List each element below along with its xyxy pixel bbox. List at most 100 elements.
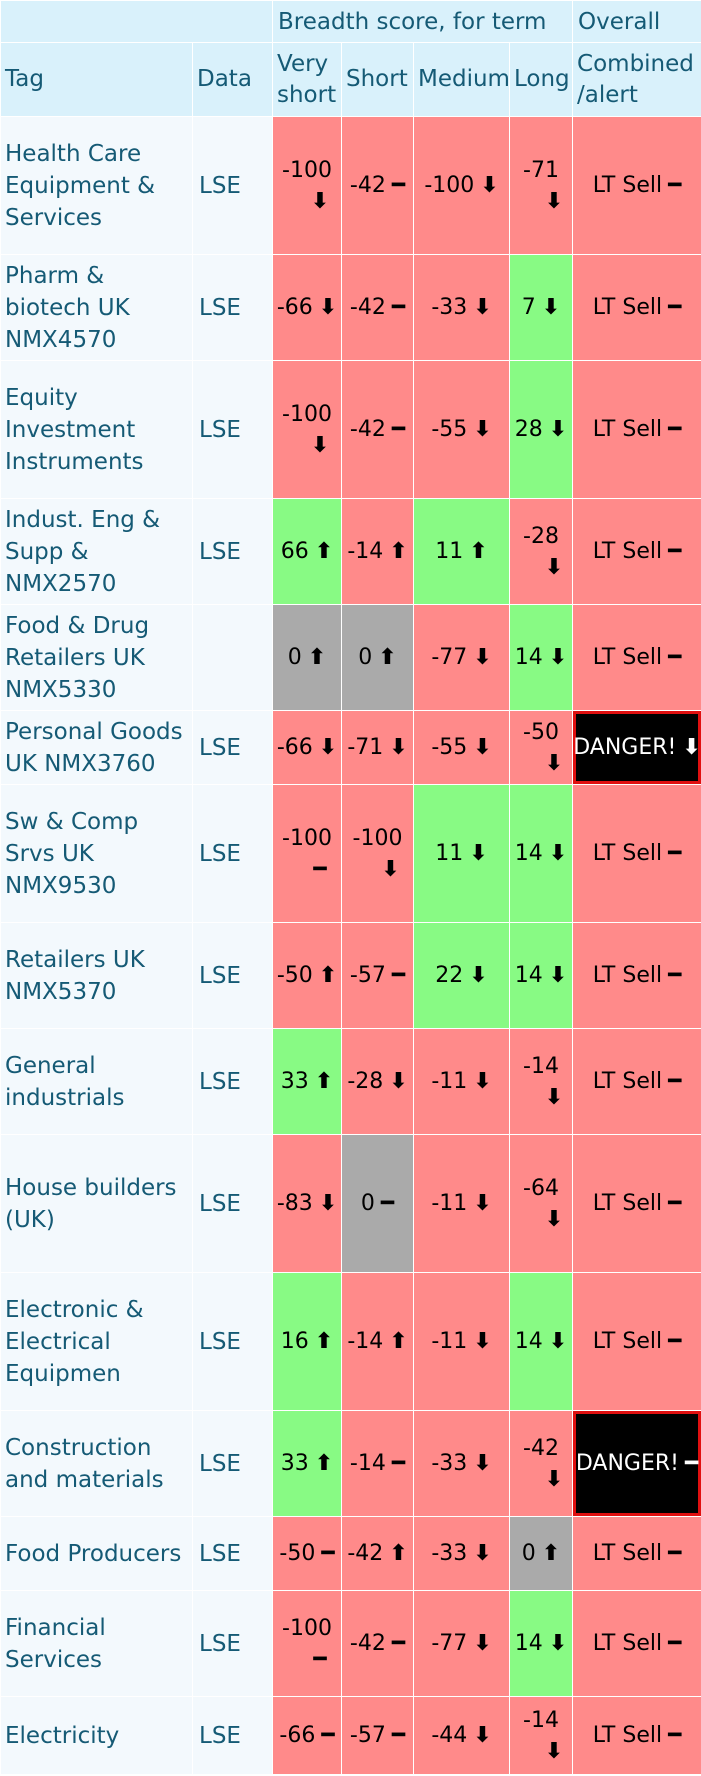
table-row: Pharm & biotech UK NMX4570 LSE -66 ⬇ -42 ━ -33… <box>0 254 701 361</box>
very-short-score: -100 ⬇ <box>272 116 342 255</box>
arrow-down-icon: ⬇ <box>318 735 338 760</box>
very-short-score: -83 ⬇ <box>272 1134 342 1273</box>
overall-status-value: LT Sell <box>592 645 663 670</box>
long-score-value: 14 <box>514 963 543 988</box>
very-short-score-value: 16 <box>280 1329 309 1354</box>
very-short-score-value: -100 <box>282 401 332 427</box>
arrow-up-icon: ⬆ <box>314 1329 334 1354</box>
overall-status: LT Sell ━ <box>572 604 701 711</box>
medium-score-value: 11 <box>435 539 464 564</box>
row-tag: Health Care Equipment & Services <box>0 116 193 255</box>
medium-score: -100 ⬇ <box>413 116 510 255</box>
arrow-up-icon: ⬆ <box>541 1541 561 1566</box>
row-data-source: LSE <box>192 360 273 499</box>
arrow-down-icon: ⬇ <box>473 645 492 670</box>
col-tag-header: Tag <box>0 42 193 117</box>
table-row: Financial Services LSE -100 ━ -42 ━ -77 ⬇ 14 ⬇ LT … <box>0 1590 701 1697</box>
arrow-down-icon: ⬇ <box>318 1191 338 1216</box>
overall-status-value: DANGER! <box>575 1451 679 1476</box>
very-short-score-value: -66 <box>276 735 313 760</box>
very-short-score: -50 ━ <box>272 1516 342 1591</box>
short-score-value: -14 <box>347 1329 384 1354</box>
short-score: -42 ━ <box>341 1590 414 1697</box>
row-tag: House builders (UK) <box>0 1134 193 1273</box>
overall-status-value: LT Sell <box>592 841 663 866</box>
overall-header: Overall <box>572 0 701 43</box>
arrow-down-icon: ⬇ <box>310 432 330 458</box>
very-short-score-value: -66 <box>279 1723 316 1748</box>
very-short-score-value: -50 <box>279 1541 316 1566</box>
arrow-down-icon: ⬇ <box>548 841 568 866</box>
long-score: 14 ⬇ <box>508 784 574 923</box>
arrow-down-icon: ⬇ <box>473 1329 492 1354</box>
overall-status-value: DANGER! <box>573 735 677 760</box>
medium-score-value: -11 <box>431 1329 468 1354</box>
row-tag: Equity Investment Instruments <box>0 360 193 499</box>
dash-icon: ━ <box>391 295 406 320</box>
medium-score: 22 ⬇ <box>413 922 510 1029</box>
medium-score-value: 22 <box>435 963 464 988</box>
row-data-source: LSE <box>192 784 273 923</box>
row-data-source: LSE <box>192 116 273 255</box>
very-short-score: 66 ⬆ <box>272 498 342 605</box>
col-combined-header: Combined /alert <box>572 42 701 117</box>
arrow-down-icon: ⬇ <box>480 173 499 198</box>
header-blank <box>0 0 273 43</box>
short-score: -42 ⬆ <box>341 1516 414 1591</box>
long-score-value: -42 <box>523 1435 559 1461</box>
arrow-down-icon: ⬇ <box>473 1451 492 1476</box>
arrow-down-icon: ⬇ <box>389 1069 408 1094</box>
medium-score: -44 ⬇ <box>413 1696 510 1775</box>
dash-icon: ━ <box>668 539 682 564</box>
long-score-value: -71 <box>523 157 559 183</box>
row-tag: Personal Goods UK NMX3760 <box>0 710 193 785</box>
long-score: -42 ⬇ <box>508 1410 574 1517</box>
arrow-down-icon: ⬇ <box>473 1631 492 1656</box>
short-score: -14 ⬆ <box>341 498 414 605</box>
very-short-score-value: -66 <box>276 295 313 320</box>
dash-icon: ━ <box>668 173 682 198</box>
long-score-value: -28 <box>523 523 559 549</box>
row-data-source: LSE <box>192 1410 273 1517</box>
long-score: -14 ⬇ <box>508 1028 574 1135</box>
dash-icon: ━ <box>668 417 682 442</box>
long-score: -50 ⬇ <box>508 710 574 785</box>
arrow-up-icon: ⬆ <box>314 1069 334 1094</box>
arrow-down-icon: ⬇ <box>682 735 701 760</box>
row-data-source <box>192 604 273 711</box>
arrow-up-icon: ⬆ <box>389 1329 408 1354</box>
short-score-value: -100 <box>352 825 403 851</box>
long-score: -14 ⬇ <box>508 1696 574 1775</box>
very-short-score: -50 ⬆ <box>272 922 342 1029</box>
very-short-score-value: -50 <box>276 963 313 988</box>
arrow-down-icon: ⬇ <box>389 735 408 760</box>
medium-score: -11 ⬇ <box>413 1272 510 1411</box>
overall-status-value: LT Sell <box>592 1191 663 1216</box>
short-score-value: 0 <box>360 1191 375 1216</box>
very-short-score-value: -83 <box>276 1191 313 1216</box>
very-short-score: -100 ━ <box>272 1590 342 1697</box>
overall-status: LT Sell ━ <box>572 116 701 255</box>
medium-score-value: -11 <box>431 1069 468 1094</box>
overall-status-value: LT Sell <box>592 1069 663 1094</box>
table-row: House builders (UK) LSE -83 ⬇ 0 ━ -11 ⬇ -64 ⬇ LT S… <box>0 1134 701 1273</box>
short-score: -28 ⬇ <box>341 1028 414 1135</box>
short-score-value: -42 <box>347 1541 384 1566</box>
dash-icon: ━ <box>313 1646 327 1672</box>
col-long-header: Long <box>508 42 574 117</box>
overall-status: LT Sell ━ <box>572 922 701 1029</box>
short-score: -14 ━ <box>341 1410 414 1517</box>
long-score: -71 ⬇ <box>508 116 574 255</box>
row-tag: Sw & Comp Srvs UK NMX9530 <box>0 784 193 923</box>
dash-icon: ━ <box>668 295 682 320</box>
arrow-down-icon: ⬇ <box>544 554 564 580</box>
row-data-source: LSE <box>192 1272 273 1411</box>
long-score: 14 ⬇ <box>508 604 574 711</box>
arrow-down-icon: ⬇ <box>473 1069 492 1094</box>
overall-status-value: LT Sell <box>592 295 663 320</box>
arrow-down-icon: ⬇ <box>544 1466 564 1492</box>
table-row: General industrials LSE 33 ⬆ -28 ⬇ -11 ⬇ -14 ⬇ LT … <box>0 1028 701 1135</box>
row-data-source: LSE <box>192 1590 273 1697</box>
arrow-up-icon: ⬆ <box>318 963 338 988</box>
arrow-down-icon: ⬇ <box>544 188 564 214</box>
